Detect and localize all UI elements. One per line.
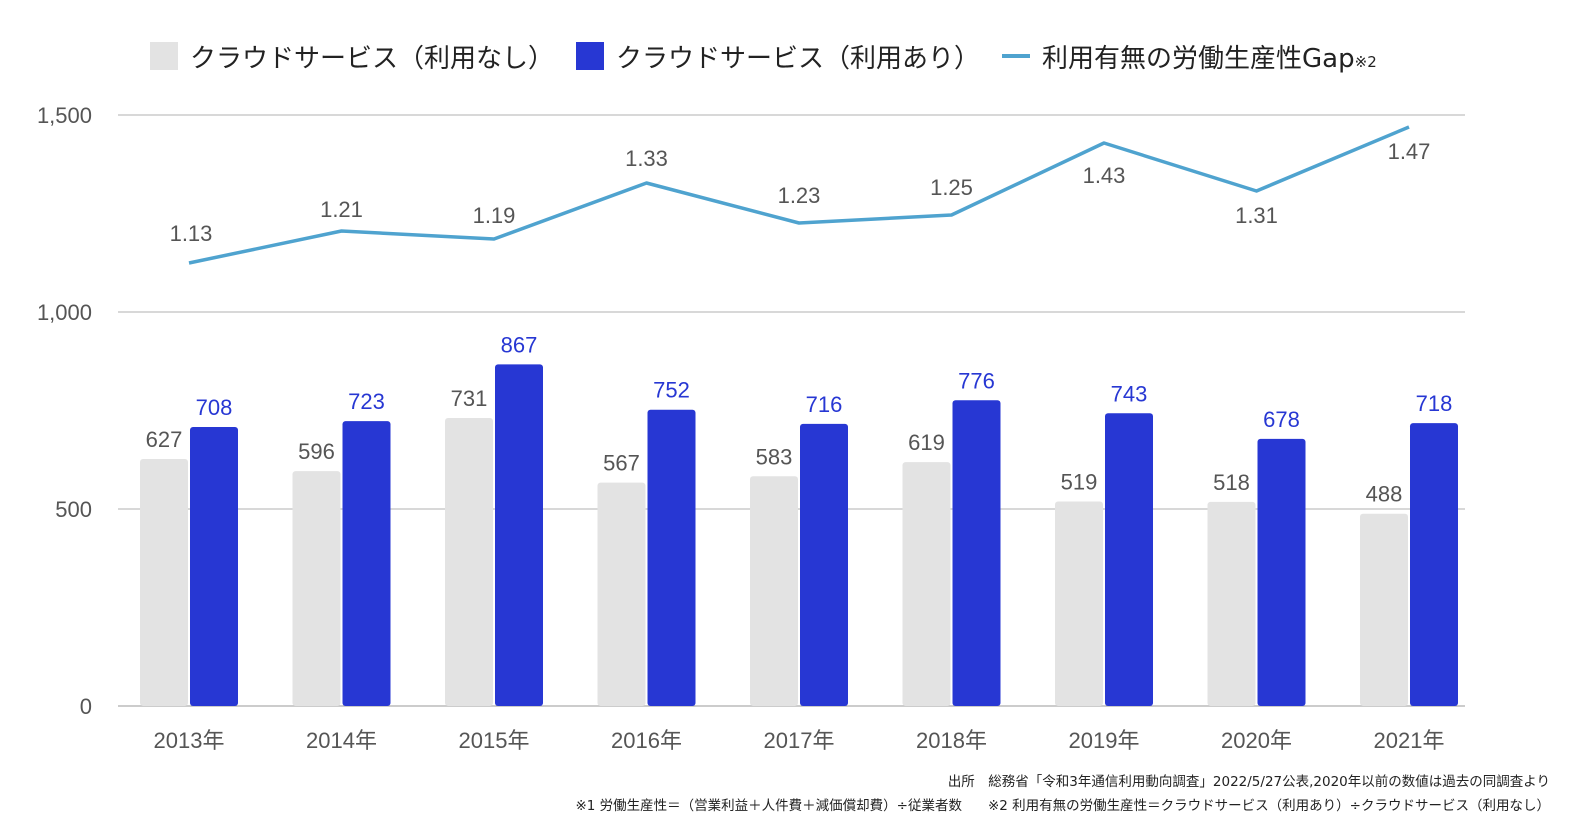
bar-no-cloud-1 <box>292 471 341 706</box>
gap-label-3: 1.33 <box>625 146 668 171</box>
label-cloud-5: 776 <box>958 368 995 393</box>
bar-cloud-2 <box>495 364 543 706</box>
x-tick-label-2: 2015年 <box>459 728 530 753</box>
gap-label-2: 1.19 <box>473 203 516 228</box>
x-tick-label-8: 2021年 <box>1374 728 1445 753</box>
x-tick-label-7: 2020年 <box>1221 728 1292 753</box>
bar-cloud-0 <box>190 427 238 706</box>
footnote-notes: ※1 労働生産性＝（営業利益＋人件費＋減価償却費）÷従業者数 ※2 利用有無の労働… <box>575 794 1550 818</box>
legend-item-cloud: クラウドサービス（利用あり） <box>576 38 980 75</box>
gap-label-7: 1.31 <box>1235 203 1278 228</box>
bar-no-cloud-7 <box>1207 501 1256 706</box>
bar-cloud-8 <box>1410 423 1458 706</box>
bar-cloud-3 <box>647 409 696 706</box>
gap-label-4: 1.23 <box>778 183 821 208</box>
bar-cloud-5 <box>952 400 1001 706</box>
label-cloud-2: 867 <box>501 332 538 357</box>
y-tick-label-500: 500 <box>55 497 92 522</box>
label-cloud-1: 723 <box>348 389 385 414</box>
legend-swatch-cloud <box>576 42 605 70</box>
x-tick-label-0: 2013年 <box>154 728 225 753</box>
legend-label-cloud: クラウドサービス（利用あり） <box>616 43 981 74</box>
legend-label-gap-note: ※2 <box>1354 52 1377 71</box>
bar-no-cloud-8 <box>1360 513 1408 706</box>
label-no-cloud-2: 731 <box>451 386 488 411</box>
bar-no-cloud-5 <box>902 462 951 706</box>
bar-cloud-4 <box>800 423 848 706</box>
bar-no-cloud-4 <box>750 476 798 706</box>
legend-item-no-cloud: クラウドサービス（利用なし） <box>150 38 554 75</box>
x-tick-label-4: 2017年 <box>764 728 835 753</box>
y-tick-label-0: 0 <box>80 694 92 719</box>
label-cloud-8: 718 <box>1416 391 1453 416</box>
label-no-cloud-3: 567 <box>603 451 640 476</box>
bar-cloud-7 <box>1257 438 1306 706</box>
bar-no-cloud-2 <box>445 417 493 706</box>
bar-no-cloud-3 <box>597 482 646 706</box>
footnote-note2: ※2 利用有無の労働生産性＝クラウドサービス（利用あり）÷クラウドサービス（利用… <box>987 798 1550 814</box>
legend-swatch-gap-line <box>1002 54 1031 58</box>
footnotes: 出所 総務省「令和3年通信利用動向調査」2022/5/27公表,2020年以前の… <box>575 770 1550 818</box>
label-no-cloud-0: 627 <box>146 427 183 452</box>
legend-label-no-cloud: クラウドサービス（利用なし） <box>190 43 555 74</box>
label-no-cloud-1: 596 <box>298 439 335 464</box>
gap-label-0: 1.13 <box>170 221 213 246</box>
label-no-cloud-5: 619 <box>908 430 945 455</box>
y-tick-label-1000: 1,000 <box>37 300 92 325</box>
legend-label-gap: 利用有無の労働生産性Gap※2 <box>1042 38 1377 75</box>
bar-cloud-1 <box>342 421 391 706</box>
label-cloud-4: 716 <box>806 392 843 417</box>
gap-label-8: 1.47 <box>1388 139 1431 164</box>
label-cloud-6: 743 <box>1111 381 1148 406</box>
bar-no-cloud-6 <box>1055 501 1103 706</box>
gap-label-6: 1.43 <box>1083 163 1126 188</box>
label-no-cloud-7: 518 <box>1213 470 1250 495</box>
label-cloud-7: 678 <box>1263 407 1300 432</box>
legend-label-gap-text: 利用有無の労働生産性Gap <box>1042 43 1355 74</box>
x-tick-label-6: 2019年 <box>1069 728 1140 753</box>
footnote-note1: ※1 労働生産性＝（営業利益＋人件費＋減価償却費）÷従業者数 <box>575 798 962 814</box>
y-tick-label-1500: 1,500 <box>37 103 92 128</box>
label-no-cloud-4: 583 <box>756 444 793 469</box>
gap-label-1: 1.21 <box>320 197 363 222</box>
footnote-source: 出所 総務省「令和3年通信利用動向調査」2022/5/27公表,2020年以前の… <box>947 774 1550 790</box>
label-cloud-3: 752 <box>653 378 690 403</box>
label-cloud-0: 708 <box>196 395 233 420</box>
legend: クラウドサービス（利用なし） クラウドサービス（利用あり） 利用有無の労働生産性… <box>150 38 1377 74</box>
legend-swatch-no-cloud <box>150 42 178 70</box>
x-tick-label-5: 2018年 <box>916 728 987 753</box>
bar-cloud-6 <box>1105 413 1153 706</box>
gap-label-5: 1.25 <box>930 175 973 200</box>
x-tick-label-3: 2016年 <box>611 728 682 753</box>
legend-item-gap: 利用有無の労働生産性Gap※2 <box>1002 38 1377 75</box>
label-no-cloud-6: 519 <box>1061 470 1098 495</box>
label-no-cloud-8: 488 <box>1366 482 1403 507</box>
bar-no-cloud-0 <box>140 458 188 706</box>
x-tick-label-1: 2014年 <box>306 728 377 753</box>
